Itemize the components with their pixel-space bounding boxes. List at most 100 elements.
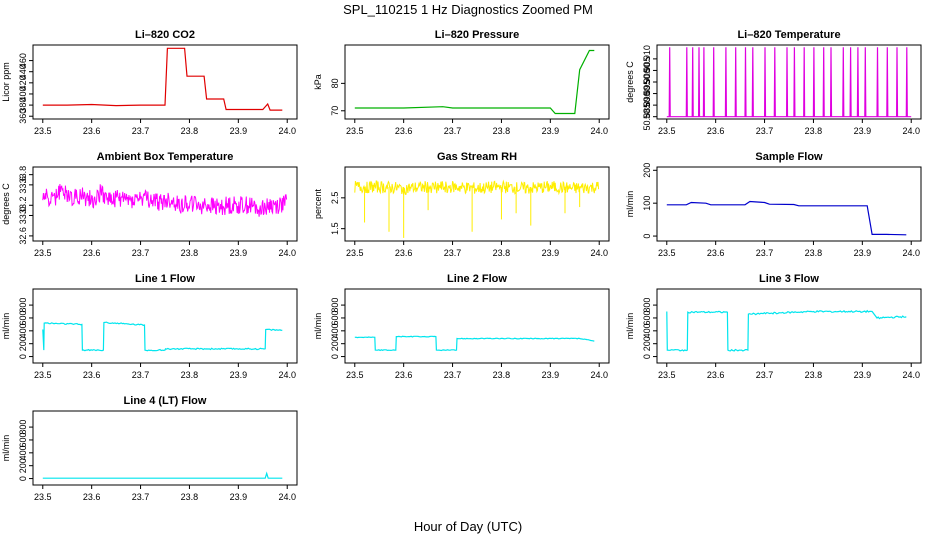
x-tick-label: 23.5	[658, 126, 676, 136]
series-line	[666, 309, 907, 352]
x-tick-label: 24.0	[278, 248, 296, 258]
x-tick-label: 23.5	[658, 370, 676, 380]
x-tick-label: 23.9	[542, 370, 560, 380]
y-tick-label: 200	[642, 336, 652, 351]
y-tick-label: 0	[642, 354, 652, 359]
panel-title: Line 1 Flow	[135, 273, 195, 285]
y-tick-label: 50.885	[642, 103, 652, 131]
x-tick-label: 23.8	[805, 370, 823, 380]
y-tick-label: 600	[18, 310, 28, 325]
panel-ylabel: ml/min	[625, 191, 635, 218]
x-tick-label: 23.6	[395, 126, 413, 136]
panel-title: Line 3 Flow	[759, 273, 819, 285]
x-tick-label: 23.5	[346, 370, 364, 380]
x-tick-label: 23.8	[805, 248, 823, 258]
y-tick-label: 200	[18, 458, 28, 473]
x-tick-label: 23.7	[756, 370, 774, 380]
x-tick-label: 23.8	[493, 370, 511, 380]
x-tick-label: 23.8	[181, 126, 199, 136]
x-tick-label: 23.5	[658, 248, 676, 258]
x-tick-label: 23.9	[854, 248, 872, 258]
x-tick-label: 23.5	[34, 370, 52, 380]
series-line	[354, 335, 595, 352]
y-tick-label: 400	[18, 445, 28, 460]
x-tick-label: 23.6	[83, 492, 101, 502]
x-tick-label: 23.5	[346, 248, 364, 258]
y-tick-label: 50.895	[642, 80, 652, 108]
chart-panel-7: Line 1 Flow ml/min 23.5 23.6 23.7 23.8 23.9 24.…	[1, 273, 298, 380]
y-tick-label: 800	[330, 298, 340, 313]
panel-title: Li–820 CO2	[135, 29, 195, 41]
panel-ylabel: percent	[313, 188, 323, 219]
panel-ylabel: ml/min	[625, 313, 635, 340]
x-tick-label: 23.8	[181, 248, 199, 258]
y-tick-label: 600	[18, 432, 28, 447]
y-tick-label: 200	[642, 163, 652, 178]
y-tick-label: 50.910	[642, 45, 652, 73]
y-tick-label: 100	[642, 196, 652, 211]
x-tick-label: 23.8	[805, 126, 823, 136]
y-tick-label: 0	[18, 354, 28, 359]
panel-title: Gas Stream RH	[437, 151, 517, 163]
panel-ylabel: degrees C	[1, 183, 11, 225]
plot-frame	[32, 166, 298, 242]
panel-title: Li–820 Pressure	[435, 29, 519, 41]
x-tick-label: 23.7	[444, 126, 462, 136]
series-line	[42, 471, 283, 479]
plot-frame	[344, 44, 610, 120]
chart-panel-4: Ambient Box Temperature degrees C 23.5 23.6…	[1, 151, 298, 258]
y-tick-label: 2.5	[330, 192, 340, 205]
y-tick-label: 800	[642, 298, 652, 313]
y-tick-label: 420	[18, 75, 28, 90]
x-tick-label: 23.5	[34, 248, 52, 258]
x-tick-label: 24.0	[278, 370, 296, 380]
panel-ylabel: Licor ppm	[1, 62, 11, 102]
x-tick-label: 23.6	[395, 248, 413, 258]
x-tick-label: 23.9	[230, 248, 248, 258]
y-tick-label: 50.890	[642, 91, 652, 119]
x-tick-label: 23.5	[346, 126, 364, 136]
panel-title: Line 2 Flow	[447, 273, 507, 285]
x-tick-label: 24.0	[902, 126, 920, 136]
x-tick-label: 23.7	[132, 492, 150, 502]
chart-panel-5: Gas Stream RH percent 23.5 23.6 23.7 23.8 23.9…	[313, 151, 610, 258]
panel-ylabel: ml/min	[1, 435, 11, 462]
y-tick-label: 460	[18, 53, 28, 68]
panel-ylabel: kPa	[313, 74, 323, 90]
y-tick-label: 800	[18, 298, 28, 313]
y-tick-label: 600	[642, 310, 652, 325]
chart-panel-9: Line 3 Flow ml/min 23.5 23.6 23.7 23.8 23.9 24.…	[625, 273, 922, 380]
x-tick-label: 23.8	[181, 370, 199, 380]
y-tick-label: 33.0	[18, 207, 28, 225]
y-tick-label: 360	[18, 109, 28, 124]
x-tick-label: 23.9	[854, 126, 872, 136]
series-line	[42, 321, 283, 352]
x-tick-label: 23.6	[707, 126, 725, 136]
y-tick-label: 33.2	[18, 197, 28, 215]
plot-frame	[656, 166, 922, 242]
y-tick-label: 0	[18, 476, 28, 481]
series-line	[354, 49, 595, 115]
x-tick-label: 23.9	[230, 370, 248, 380]
x-tick-label: 23.6	[707, 248, 725, 258]
x-tick-label: 24.0	[278, 492, 296, 502]
chart-panel-8: Line 2 Flow ml/min 23.5 23.6 23.7 23.8 23.9 24.…	[313, 273, 610, 380]
panel-title: Line 4 (LT) Flow	[124, 395, 207, 407]
x-tick-label: 23.9	[854, 370, 872, 380]
plot-frame	[32, 410, 298, 486]
chart-panel-10: Line 4 (LT) Flow ml/min 23.5 23.6 23.7 23.8 23…	[1, 395, 298, 502]
chart-panel-2: Li–820 Pressure kPa 23.5 23.6 23.7 23.8 23.9 24…	[313, 29, 610, 136]
y-tick-label: 800	[18, 420, 28, 435]
panel-title: Ambient Box Temperature	[97, 151, 234, 163]
y-tick-label: 50.905	[642, 57, 652, 85]
plot-frame	[32, 288, 298, 364]
x-tick-label: 23.6	[83, 370, 101, 380]
x-tick-label: 23.9	[542, 248, 560, 258]
y-tick-label: 70	[330, 106, 340, 116]
x-tick-label: 23.7	[444, 370, 462, 380]
x-tick-label: 23.6	[707, 370, 725, 380]
figure-title: SPL_110215 1 Hz Diagnostics Zoomed PM	[343, 2, 593, 17]
x-tick-label: 23.5	[34, 492, 52, 502]
x-tick-label: 23.8	[493, 248, 511, 258]
x-tick-label: 24.0	[590, 126, 608, 136]
